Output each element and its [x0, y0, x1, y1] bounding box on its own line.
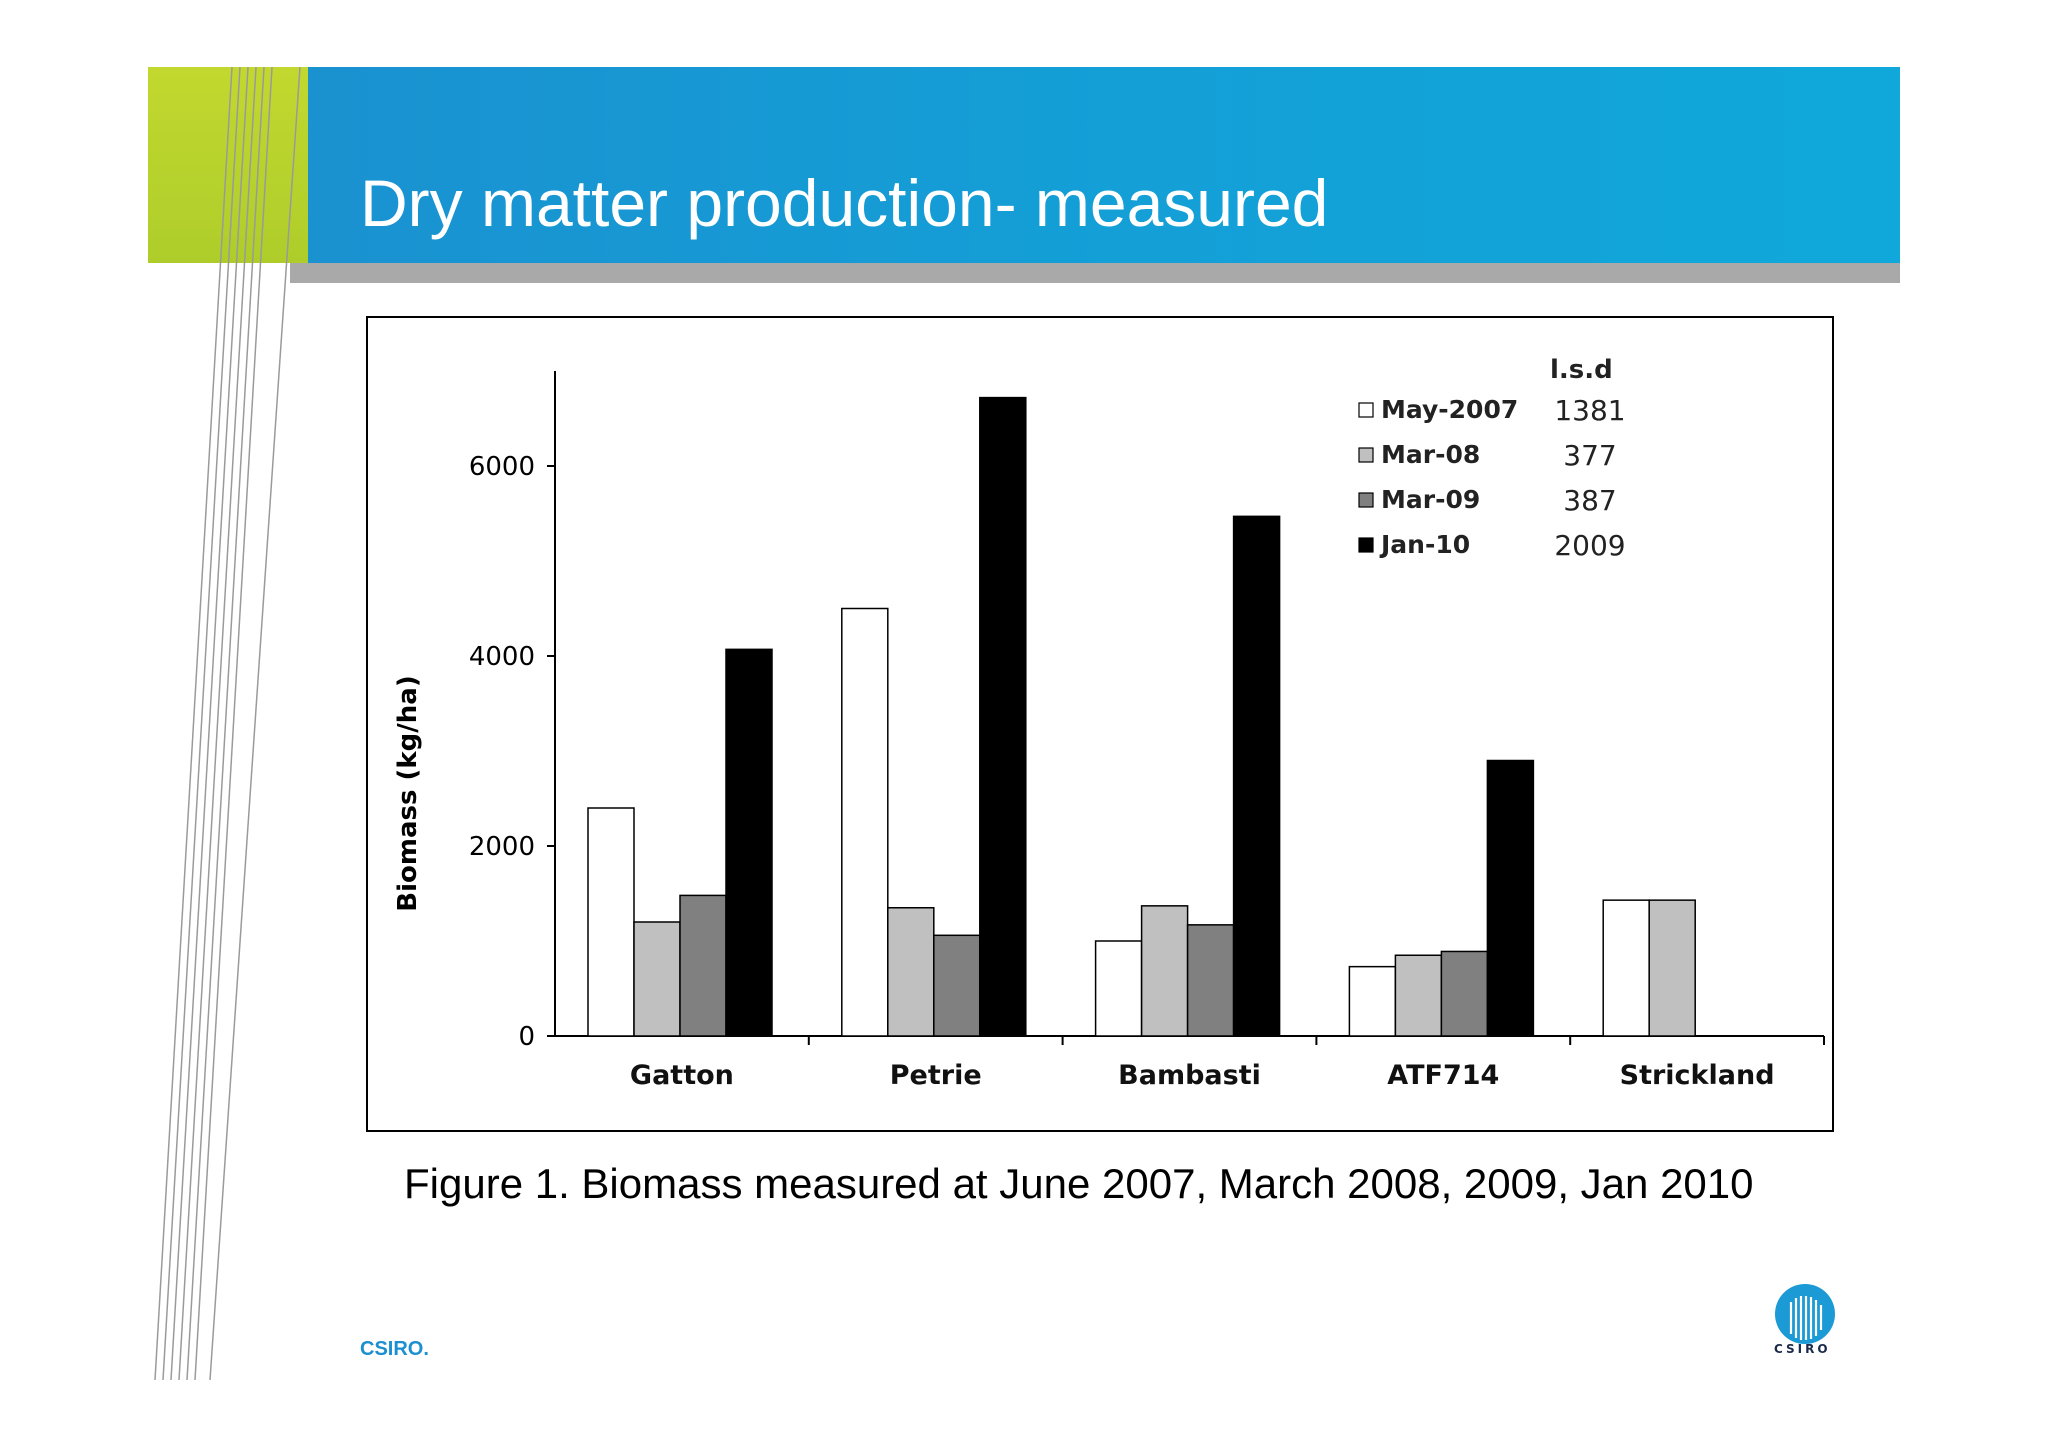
- figure-caption: Figure 1. Biomass measured at June 2007,…: [404, 1160, 1754, 1207]
- legend-swatch: [1358, 447, 1374, 463]
- bar-jan-10-atf714: [1486, 759, 1535, 1037]
- bar-may-2007-gatton: [587, 807, 635, 1037]
- x-tick-label: Strickland: [1620, 1060, 1775, 1091]
- bar-mar-08-gatton: [633, 921, 681, 1037]
- x-tick-label: Petrie: [890, 1060, 982, 1091]
- legend-swatch: [1358, 537, 1374, 553]
- bar-may-2007-petrie: [841, 607, 889, 1037]
- slide-title: Dry matter production- measured: [360, 166, 1329, 240]
- legend-label: Mar-08: [1381, 440, 1480, 469]
- logo-text: CSIRO: [1774, 1342, 1831, 1356]
- chart-frame: 0 2000 4000 6000 Biomass (kg/ha) Gatton Petrie…: [366, 316, 1834, 1132]
- legend-swatch: [1358, 492, 1374, 508]
- x-tick-label: Gatton: [630, 1060, 734, 1091]
- bar-may-2007-strickland: [1602, 899, 1650, 1037]
- bar-jan-10-gatton: [725, 648, 773, 1037]
- header-underline: [290, 263, 1900, 283]
- bar-mar-09-petrie: [933, 934, 981, 1037]
- y-tick-label: 0: [518, 1022, 535, 1052]
- legend-swatch: [1358, 402, 1374, 418]
- bar-mar-08-atf714: [1394, 954, 1443, 1037]
- legend-lsd-value: 1381: [1554, 394, 1625, 427]
- bar-chart: 0 2000 4000 6000 Biomass (kg/ha) Gatton Petrie…: [393, 355, 1825, 1091]
- bar-jan-10-bambasti: [1232, 515, 1281, 1037]
- legend-lsd-value: 2009: [1554, 529, 1625, 562]
- legend-label: May-2007: [1381, 395, 1518, 424]
- legend-lsd-value: 377: [1563, 439, 1616, 472]
- csiro-logo-icon: [1775, 1284, 1835, 1344]
- x-tick-label: Bambasti: [1118, 1060, 1261, 1091]
- y-tick-label: 2000: [469, 832, 535, 862]
- legend-label: Mar-09: [1381, 485, 1480, 514]
- bar-mar-08-bambasti: [1140, 905, 1189, 1037]
- footer-brand: CSIRO.: [360, 1338, 429, 1360]
- legend-header: l.s.d: [1550, 355, 1613, 385]
- y-tick-label: 4000: [469, 642, 535, 672]
- bar-may-2007-atf714: [1348, 965, 1397, 1037]
- y-axis-label: Biomass (kg/ha): [393, 675, 423, 911]
- bar-mar-08-strickland: [1648, 899, 1696, 1037]
- bar-mar-09-bambasti: [1186, 924, 1235, 1037]
- bar-mar-08-petrie: [887, 907, 935, 1037]
- bar-may-2007-bambasti: [1094, 940, 1143, 1037]
- legend-label: Jan-10: [1379, 530, 1470, 559]
- x-tick-label: ATF714: [1387, 1060, 1499, 1091]
- legend-lsd-value: 387: [1563, 484, 1616, 517]
- bar-jan-10-petrie: [979, 396, 1027, 1037]
- header-accent: [148, 67, 308, 263]
- bar-mar-09-atf714: [1440, 950, 1489, 1037]
- header-band: [148, 67, 1900, 263]
- y-tick-label: 6000: [469, 452, 535, 482]
- bar-mar-09-gatton: [679, 894, 727, 1037]
